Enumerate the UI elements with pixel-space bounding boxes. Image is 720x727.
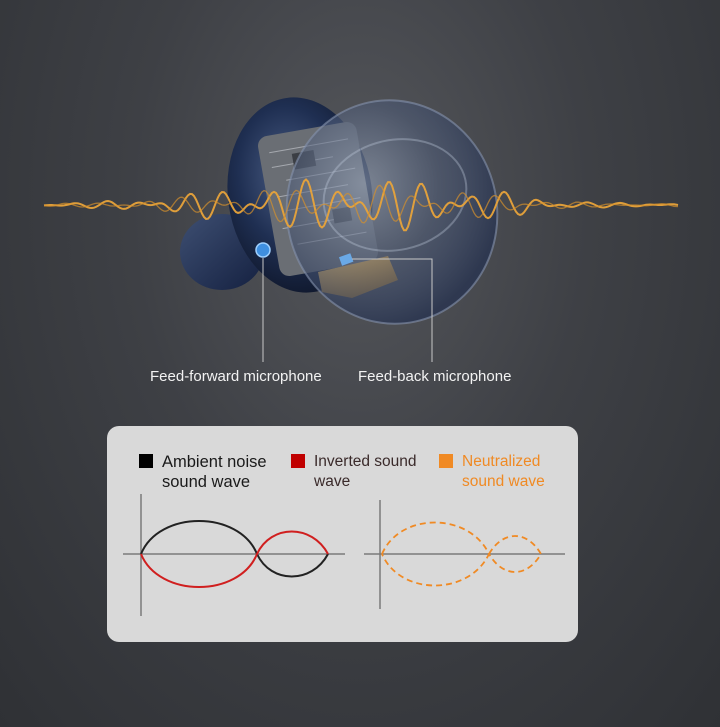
earbud-hero-illustration	[43, 97, 679, 362]
feed-back-microphone-label: Feed-back microphone	[358, 368, 512, 385]
feed-back-callout-line	[352, 258, 433, 362]
neutralized-label: Neutralized sound wave	[462, 453, 545, 490]
neutralized-wave	[381, 521, 543, 587]
wave-plots	[123, 494, 565, 616]
legend-item-inverted: Inverted sound wave	[291, 452, 417, 492]
wave-legend-panel: Ambient noise sound wave Inverted sound …	[107, 426, 578, 642]
ambient-swatch	[139, 454, 153, 468]
feed-forward-microphone-label: Feed-forward microphone	[150, 368, 322, 385]
sound-wave	[43, 178, 679, 232]
ambient-wave	[140, 520, 329, 578]
ambient-label: Ambient noise sound wave	[162, 453, 267, 491]
feed-back-microphone-dot	[338, 253, 354, 266]
inverted-swatch	[291, 454, 305, 468]
legend-item-neutralized: Neutralized sound wave	[439, 452, 545, 492]
transparent-dome	[285, 99, 499, 325]
legend-item-ambient: Ambient noise sound wave	[139, 452, 267, 492]
neutralized-swatch	[439, 454, 453, 468]
feed-forward-microphone-dot	[255, 242, 271, 258]
inverted-wave	[140, 530, 329, 588]
sound-wave-echo	[43, 184, 679, 224]
inverted-label: Inverted sound wave	[314, 453, 417, 490]
